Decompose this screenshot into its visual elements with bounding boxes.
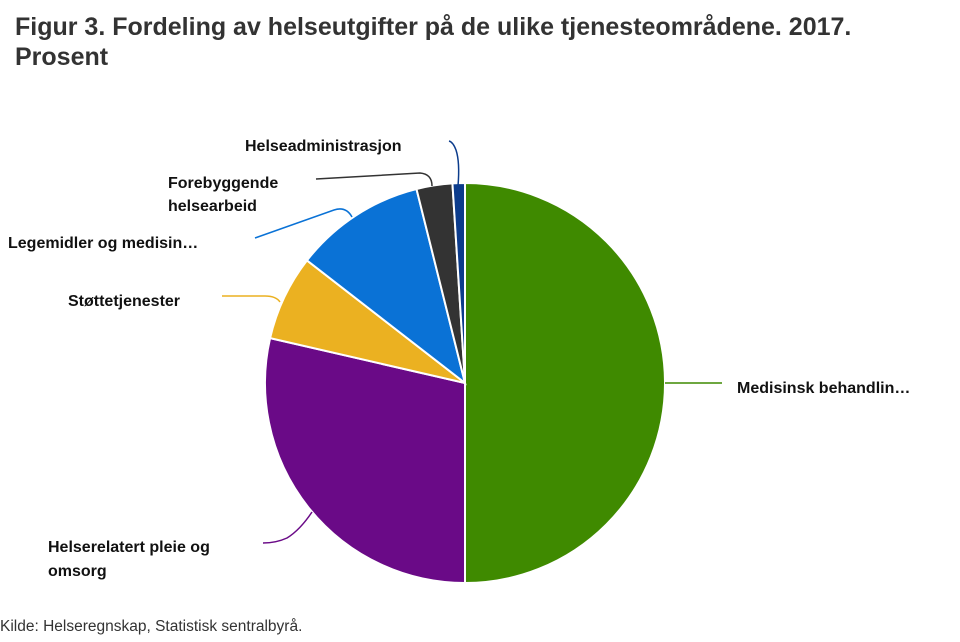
pie-slices [263, 181, 666, 585]
slice-labels: Medisinsk behandlin… Helserelatert pleie … [8, 138, 910, 580]
slice-label: Legemidler og medisin… [8, 235, 198, 252]
leader-line [222, 295, 281, 303]
slice-label: Medisinsk behandlin… [737, 380, 910, 397]
leader-line [315, 172, 433, 187]
chart-title-line-1: Figur 3. Fordeling av helseutgifter på d… [15, 13, 852, 41]
leader-line [254, 208, 353, 239]
chart-title-line-2: Prosent [15, 43, 109, 71]
leader-lines [222, 140, 722, 544]
slice-label: Helseadministrasjon [245, 138, 402, 155]
pie-slice [464, 181, 666, 585]
pie-chart: Medisinsk behandlin… Helserelatert pleie … [8, 138, 910, 585]
slice-label: omsorg [48, 563, 107, 580]
slice-label: Helserelatert pleie og [48, 539, 210, 556]
pie-slice [263, 336, 466, 585]
chart-title: Figur 3. Fordeling av helseutgifter på d… [15, 12, 915, 72]
source-note: Kilde: Helseregnskap, Statistisk sentral… [0, 618, 303, 635]
leader-line [262, 511, 313, 544]
slice-label: Støttetjenester [68, 293, 180, 310]
pie-slice [305, 187, 467, 386]
leader-line [448, 140, 460, 187]
slice-label: Forebyggende [168, 175, 278, 192]
slice-label: helsearbeid [168, 198, 257, 215]
